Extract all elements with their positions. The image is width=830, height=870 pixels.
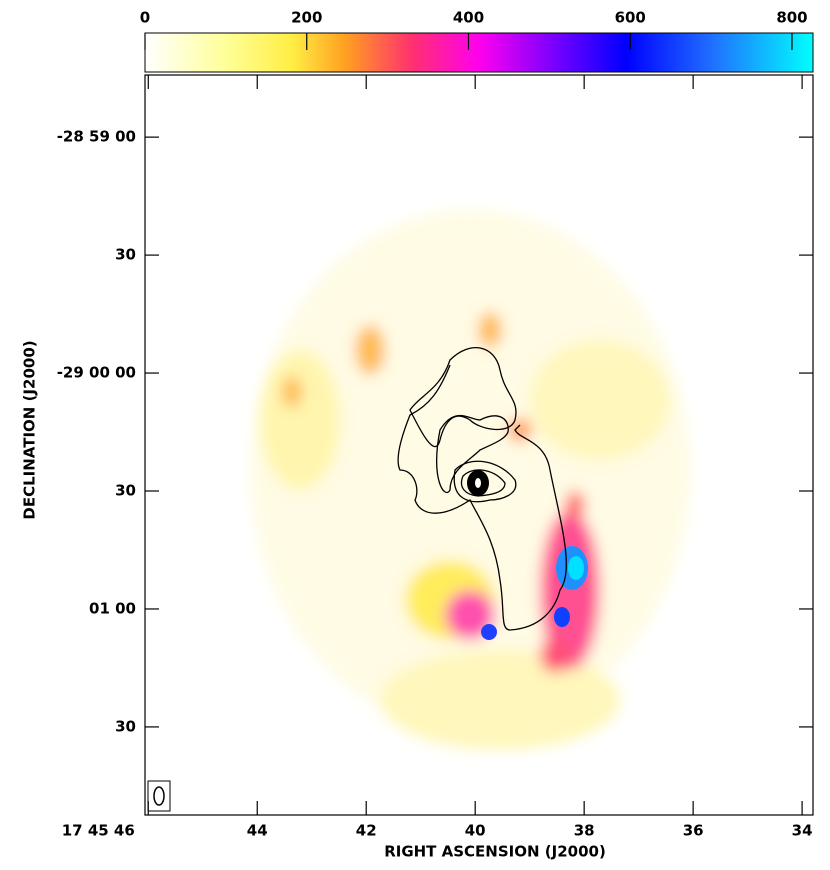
colorbar-tick-label: 800 bbox=[776, 9, 807, 27]
y-tick-label: -29 00 00 bbox=[57, 364, 136, 382]
colorbar-tick-label: 400 bbox=[453, 9, 484, 27]
y-tick-label: -28 59 00 bbox=[57, 128, 136, 146]
colorbar-tick-label: 200 bbox=[291, 9, 322, 27]
y-tick-label: 01 00 bbox=[89, 599, 136, 617]
y-axis-label: DECLINATION (J2000) bbox=[21, 340, 39, 519]
y-tick-label: 30 bbox=[115, 482, 136, 500]
x-tick-label: 40 bbox=[465, 822, 486, 840]
y-tick-label: 30 bbox=[115, 246, 136, 264]
colorbar-tick-label: 600 bbox=[615, 9, 646, 27]
x-tick-label: 17 45 46 bbox=[62, 822, 135, 840]
emission-map bbox=[250, 210, 690, 750]
y-tick-label: 30 bbox=[115, 717, 136, 735]
x-tick-label: 42 bbox=[356, 822, 377, 840]
beam bbox=[153, 786, 165, 806]
colorbar bbox=[144, 32, 814, 73]
x-tick-label: 34 bbox=[792, 822, 813, 840]
x-tick-label: 44 bbox=[247, 822, 268, 840]
x-tick-label: 36 bbox=[683, 822, 704, 840]
x-tick-label: 38 bbox=[574, 822, 595, 840]
beam-box bbox=[147, 780, 171, 812]
x-axis-label: RIGHT ASCENSION (J2000) bbox=[384, 843, 606, 861]
colorbar-tick-label: 0 bbox=[140, 9, 150, 27]
plot-frame bbox=[144, 74, 814, 816]
